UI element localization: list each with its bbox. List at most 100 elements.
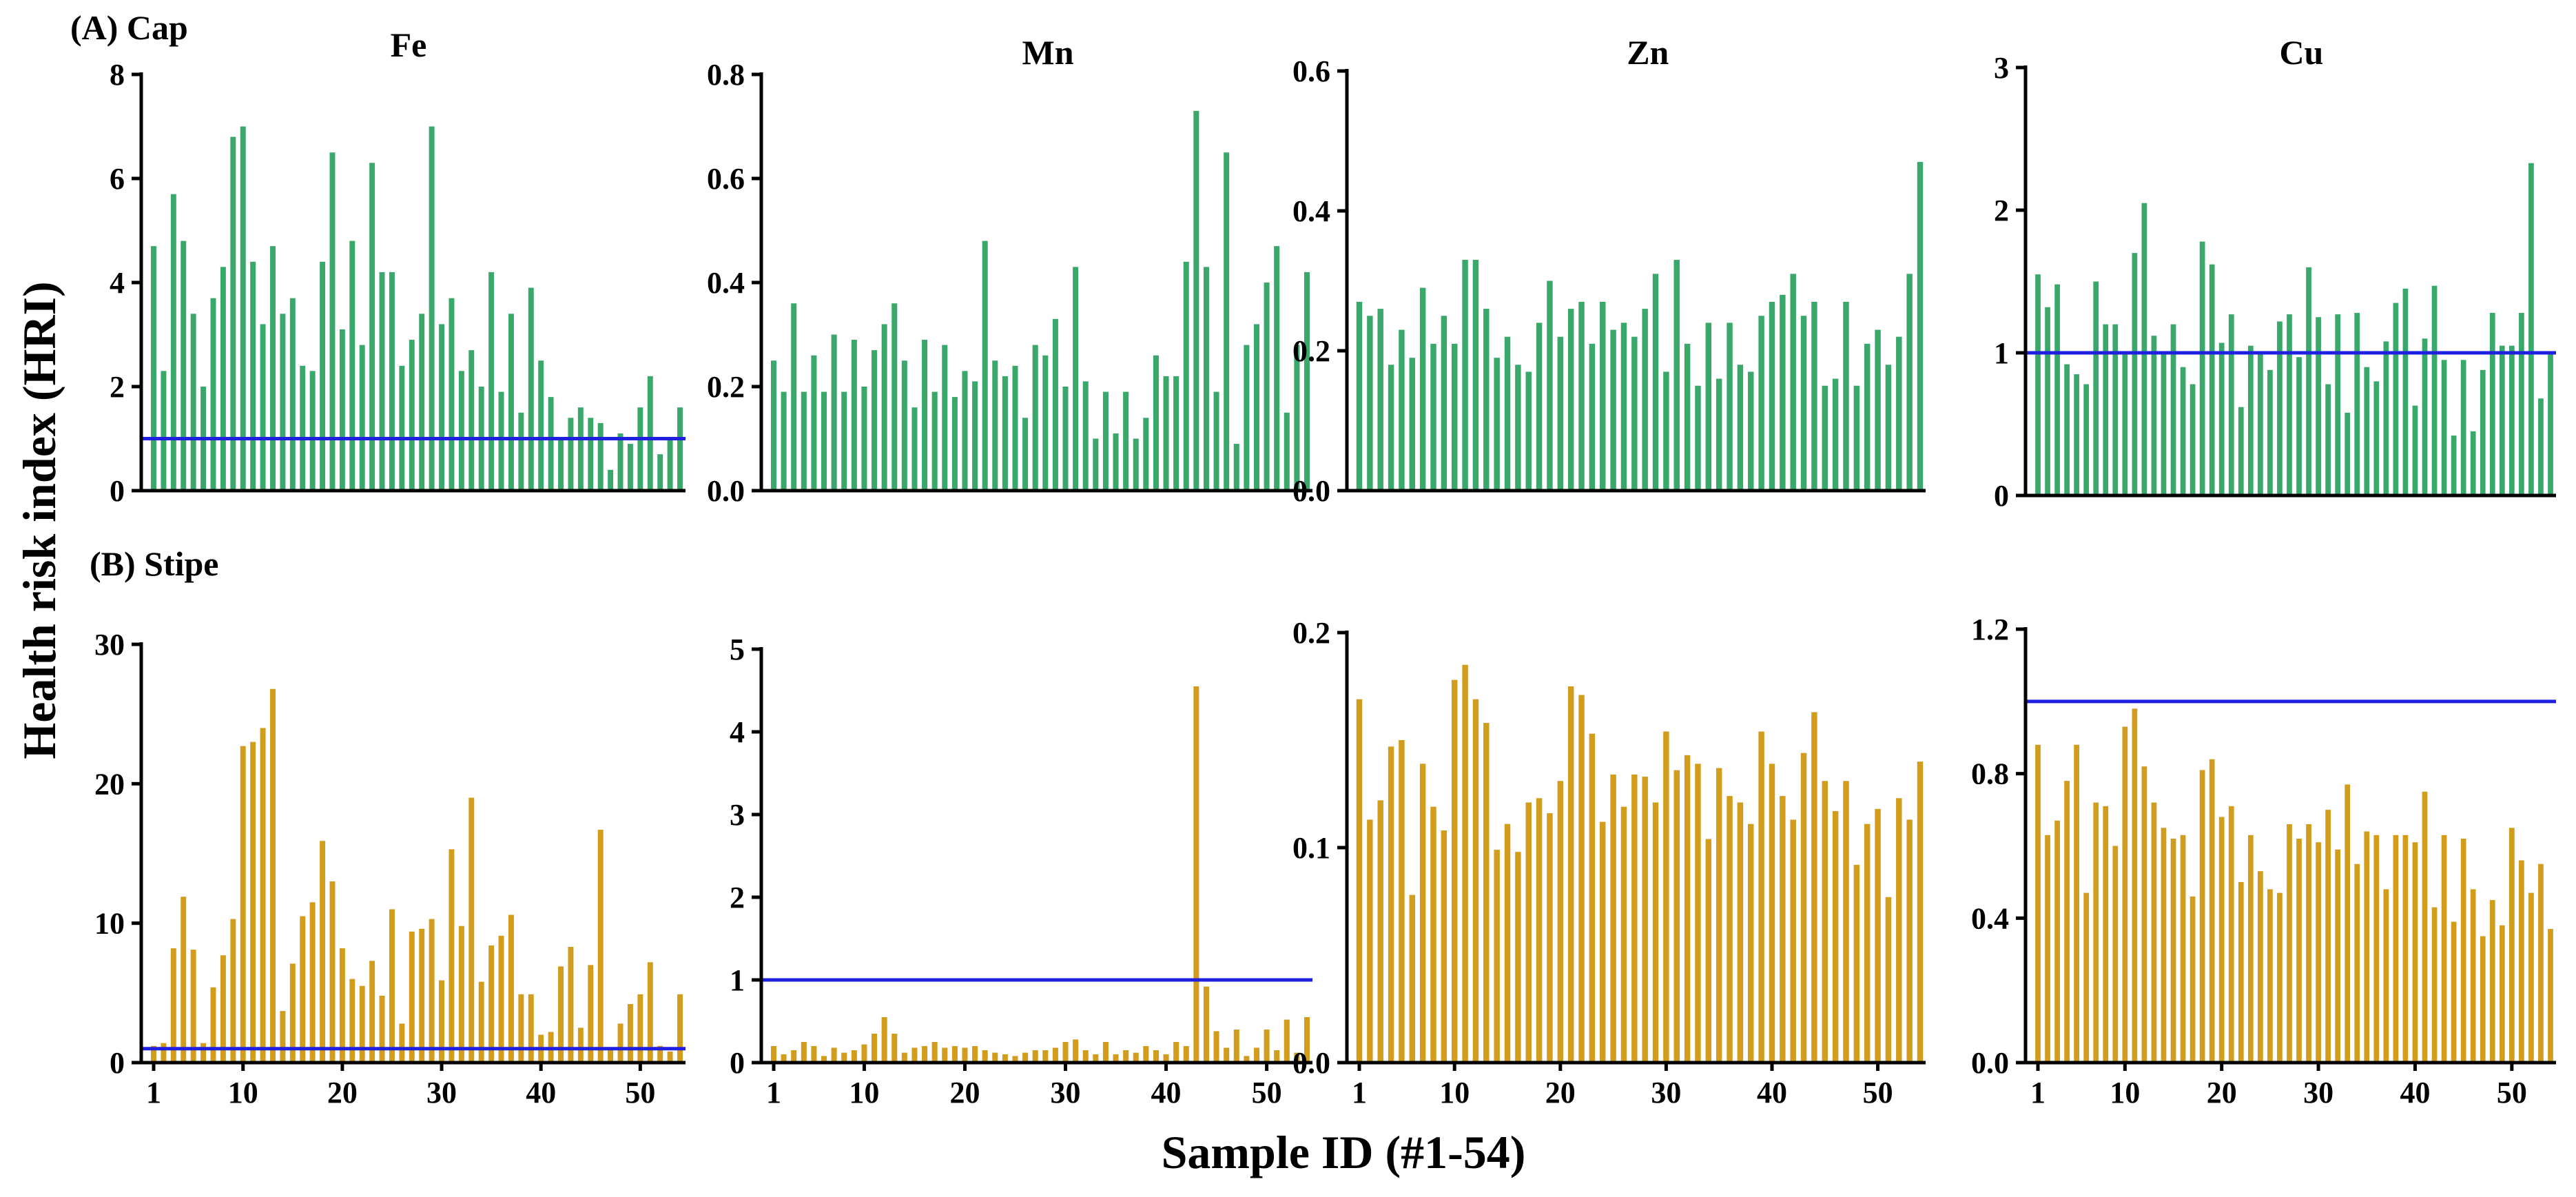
- bar: [617, 1023, 624, 1063]
- bar: [1193, 686, 1199, 1063]
- bar: [1452, 343, 1458, 491]
- x-tick-label: 10: [2110, 1076, 2140, 1109]
- bar: [399, 1023, 405, 1063]
- bar: [458, 925, 464, 1063]
- bar: [931, 1042, 938, 1063]
- bar: [2422, 338, 2428, 495]
- bar: [1864, 343, 1871, 491]
- bar: [151, 246, 156, 491]
- bar: [597, 422, 604, 491]
- bar: [379, 995, 385, 1063]
- bar: [2431, 285, 2438, 495]
- bar: [568, 418, 574, 491]
- bar: [1727, 796, 1733, 1063]
- bar: [1367, 316, 1373, 491]
- bar: [2373, 835, 2380, 1063]
- bar: [1652, 274, 1659, 491]
- bar: [458, 371, 464, 491]
- bar: [1780, 796, 1786, 1063]
- bar: [2064, 364, 2070, 495]
- bar: [2354, 863, 2360, 1063]
- x-tick-label: 50: [625, 1076, 655, 1109]
- bar: [1193, 110, 1199, 491]
- bar: [468, 797, 475, 1063]
- y-tick-label: 5: [730, 633, 745, 666]
- bar: [1213, 1031, 1219, 1063]
- bar: [2228, 314, 2234, 495]
- bar: [1002, 1054, 1008, 1063]
- bar: [1885, 897, 1892, 1063]
- bar: [2132, 708, 2138, 1063]
- bar: [1388, 746, 1394, 1063]
- y-tick-label: 0.0: [1971, 1046, 2009, 1080]
- bar: [2364, 831, 2370, 1063]
- bar: [1264, 1030, 1270, 1063]
- bar: [2335, 849, 2341, 1063]
- bar: [2180, 367, 2186, 495]
- bar: [1715, 768, 1722, 1063]
- bar: [1356, 699, 1363, 1063]
- bar: [1133, 1052, 1139, 1063]
- bar: [2373, 381, 2380, 495]
- bar: [892, 303, 898, 491]
- bar: [439, 324, 444, 491]
- bar: [1419, 287, 1426, 491]
- bar: [1022, 418, 1029, 491]
- bar: [2422, 791, 2428, 1063]
- bar: [2460, 360, 2466, 495]
- bar: [1567, 309, 1574, 491]
- bar: [210, 298, 216, 491]
- y-axis-label: Health risk index (HRI): [13, 281, 65, 759]
- bar: [1610, 774, 1616, 1063]
- bar: [329, 881, 336, 1063]
- bar: [1748, 823, 1754, 1063]
- bar: [1885, 365, 1892, 491]
- y-tick-label: 0.2: [1292, 616, 1330, 650]
- bar: [2103, 806, 2109, 1063]
- bar: [1441, 316, 1447, 491]
- bar: [1377, 309, 1383, 491]
- x-tick-label: 40: [1757, 1076, 1787, 1109]
- bar: [1515, 365, 1521, 491]
- bar: [2296, 357, 2302, 495]
- x-axis-label: Sample ID (#1-54): [1162, 1126, 1526, 1178]
- bar: [2054, 284, 2060, 495]
- bar: [2306, 267, 2311, 495]
- bar: [577, 407, 584, 491]
- bar: [1430, 343, 1436, 491]
- y-tick-label: 0.0: [707, 474, 745, 508]
- bar: [2218, 817, 2225, 1063]
- bar: [2508, 345, 2515, 495]
- bar: [1203, 986, 1209, 1063]
- bar: [831, 1047, 837, 1063]
- bar: [339, 948, 345, 1063]
- bar: [349, 241, 356, 491]
- bar: [190, 314, 196, 491]
- bar: [1684, 755, 1691, 1063]
- bar: [1367, 819, 1373, 1063]
- bar: [1769, 764, 1775, 1063]
- bar: [260, 324, 266, 491]
- bar: [1052, 1047, 1058, 1063]
- y-tick-label: 0: [1994, 479, 2009, 513]
- bar: [359, 985, 365, 1063]
- chart-panel: 0.0 0.2 0.4 0.6 0.8 Mn: [707, 33, 1312, 508]
- bar: [2161, 353, 2167, 495]
- x-tick-label: 1: [766, 1076, 781, 1109]
- bar: [637, 407, 643, 491]
- bar: [791, 1050, 797, 1063]
- bar: [2470, 431, 2476, 495]
- bar: [250, 261, 256, 491]
- bar: [1304, 272, 1310, 491]
- bar: [1843, 781, 1849, 1063]
- x-tick-label: 50: [2497, 1076, 2527, 1109]
- y-tick-label: 0.4: [1971, 901, 2009, 935]
- y-tick-label: 0.6: [1292, 54, 1330, 88]
- bar: [1600, 821, 1606, 1063]
- bar: [588, 965, 594, 1063]
- bar: [2267, 369, 2273, 495]
- bar: [2218, 342, 2225, 495]
- bar: [2083, 384, 2090, 495]
- bar: [240, 746, 246, 1063]
